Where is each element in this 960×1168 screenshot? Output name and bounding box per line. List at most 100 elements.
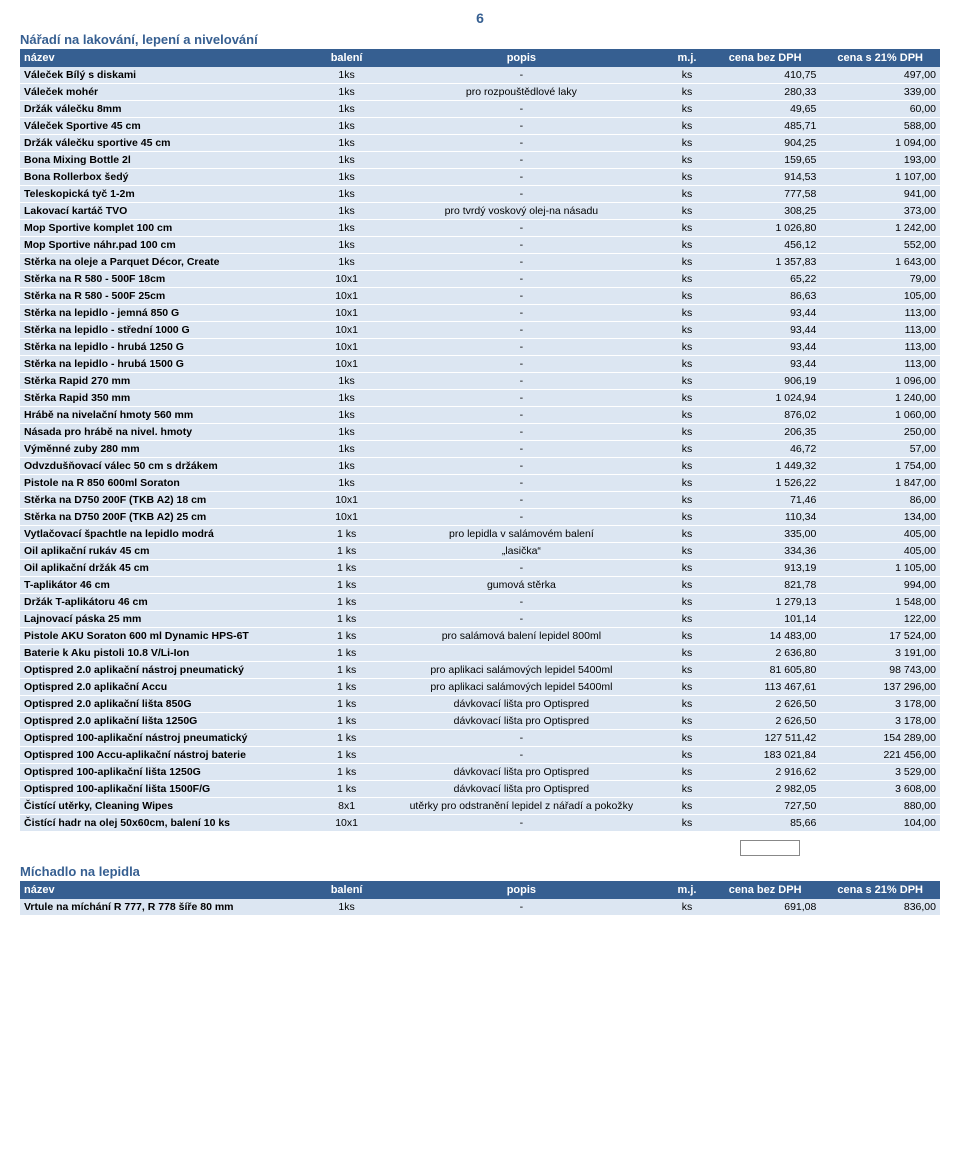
cell-price2: 137 296,00	[820, 679, 940, 696]
section1-title: Nářadí na lakování, lepení a nivelování	[20, 32, 940, 47]
cell-mj: ks	[664, 339, 710, 356]
table-row: Baterie k Aku pistoli 10.8 V/Li-Ion1 ksk…	[20, 645, 940, 662]
cell-name: Stěrka Rapid 350 mm	[20, 390, 314, 407]
cell-bal: 1ks	[314, 475, 378, 492]
cell-price1: 93,44	[710, 339, 820, 356]
th-bal: balení	[314, 49, 378, 67]
cell-price1: 14 483,00	[710, 628, 820, 645]
page-number: 6	[20, 10, 940, 26]
cell-pop: -	[379, 815, 664, 832]
cell-pop: pro aplikaci salámových lepidel 5400ml	[379, 662, 664, 679]
cell-mj: ks	[664, 203, 710, 220]
cell-pop: -	[379, 424, 664, 441]
cell-pop: pro aplikaci salámových lepidel 5400ml	[379, 679, 664, 696]
table-row: Stěrka Rapid 270 mm1ks-ks906,191 096,00	[20, 373, 940, 390]
cell-name: Bona Rollerbox šedý	[20, 169, 314, 186]
cell-mj: ks	[664, 458, 710, 475]
cell-mj: ks	[664, 475, 710, 492]
cell-price1: 2 636,80	[710, 645, 820, 662]
cell-pop: pro salámová balení lepidel 800ml	[379, 628, 664, 645]
cell-mj: ks	[664, 543, 710, 560]
cell-price2: 1 096,00	[820, 373, 940, 390]
cell-name: Teleskopická tyč 1-2m	[20, 186, 314, 203]
table-row: Optispred 2.0 aplikační lišta 1250G1 ksd…	[20, 713, 940, 730]
cell-bal: 1ks	[314, 169, 378, 186]
table-row: Výměnné zuby 280 mm1ks-ks46,7257,00	[20, 441, 940, 458]
cell-name: Vytlačovací špachtle na lepidlo modrá	[20, 526, 314, 543]
cell-mj: ks	[664, 186, 710, 203]
th-p2: cena s 21% DPH	[820, 881, 940, 899]
cell-pop: -	[379, 475, 664, 492]
cell-mj: ks	[664, 373, 710, 390]
table-row: Lajnovací páska 25 mm1 ks-ks101,14122,00	[20, 611, 940, 628]
cell-pop: -	[379, 220, 664, 237]
cell-price2: 405,00	[820, 526, 940, 543]
cell-bal: 10x1	[314, 356, 378, 373]
cell-name: Bona Mixing Bottle 2l	[20, 152, 314, 169]
cell-bal: 10x1	[314, 815, 378, 832]
table-row: Stěrka na lepidlo - hrubá 1250 G10x1-ks9…	[20, 339, 940, 356]
cell-mj: ks	[664, 526, 710, 543]
cell-bal: 1 ks	[314, 543, 378, 560]
cell-mj: ks	[664, 118, 710, 135]
cell-pop	[379, 645, 664, 662]
cell-price2: 552,00	[820, 237, 940, 254]
cell-name: Stěrka na lepidlo - hrubá 1250 G	[20, 339, 314, 356]
table-row: Pistole AKU Soraton 600 ml Dynamic HPS-6…	[20, 628, 940, 645]
cell-price2: 17 524,00	[820, 628, 940, 645]
cell-pop: -	[379, 118, 664, 135]
cell-price1: 113 467,61	[710, 679, 820, 696]
cell-price2: 1 094,00	[820, 135, 940, 152]
table-row: Stěrka na D750 200F (TKB A2) 18 cm10x1-k…	[20, 492, 940, 509]
cell-pop: -	[379, 594, 664, 611]
cell-pop: -	[379, 254, 664, 271]
cell-price2: 250,00	[820, 424, 940, 441]
table-row: Váleček Bílý s diskami1ks-ks410,75497,00	[20, 67, 940, 84]
table-row: Mop Sportive komplet 100 cm1ks-ks1 026,8…	[20, 220, 940, 237]
cell-price2: 134,00	[820, 509, 940, 526]
cell-name: Pistole AKU Soraton 600 ml Dynamic HPS-6…	[20, 628, 314, 645]
cell-price2: 405,00	[820, 543, 940, 560]
cell-price1: 85,66	[710, 815, 820, 832]
cell-price2: 60,00	[820, 101, 940, 118]
cell-price2: 373,00	[820, 203, 940, 220]
cell-pop: dávkovací lišta pro Optispred	[379, 781, 664, 798]
cell-price2: 57,00	[820, 441, 940, 458]
cell-pop: -	[379, 186, 664, 203]
cell-pop: -	[379, 67, 664, 84]
cell-price1: 110,34	[710, 509, 820, 526]
cell-name: Oil aplikační držák 45 cm	[20, 560, 314, 577]
cell-bal: 1 ks	[314, 713, 378, 730]
cell-name: Pistole na R 850 600ml Soraton	[20, 475, 314, 492]
section2-title: Míchadlo na lepidla	[20, 864, 940, 879]
cell-mj: ks	[664, 560, 710, 577]
cell-bal: 1 ks	[314, 781, 378, 798]
cell-pop: -	[379, 492, 664, 509]
cell-bal: 10x1	[314, 509, 378, 526]
cell-bal: 1ks	[314, 254, 378, 271]
table-row: Optispred 2.0 aplikační lišta 850G1 ksdá…	[20, 696, 940, 713]
table-row: Bona Mixing Bottle 2l1ks-ks159,65193,00	[20, 152, 940, 169]
cell-mj: ks	[664, 407, 710, 424]
cell-bal: 1ks	[314, 101, 378, 118]
table-row: Čistící utěrky, Cleaning Wipes8x1utěrky …	[20, 798, 940, 815]
cell-price2: 1 240,00	[820, 390, 940, 407]
cell-price2: 3 608,00	[820, 781, 940, 798]
cell-pop: dávkovací lišta pro Optispred	[379, 713, 664, 730]
cell-pop: -	[379, 747, 664, 764]
cell-price1: 727,50	[710, 798, 820, 815]
cell-price1: 2 982,05	[710, 781, 820, 798]
cell-name: Optispred 100-aplikační nástroj pneumati…	[20, 730, 314, 747]
cell-name: Optispred 100-aplikační lišta 1500F/G	[20, 781, 314, 798]
cell-price1: 101,14	[710, 611, 820, 628]
cell-price1: 334,36	[710, 543, 820, 560]
cell-name: Stěrka na lepidlo - střední 1000 G	[20, 322, 314, 339]
th-p2: cena s 21% DPH	[820, 49, 940, 67]
cell-name: Stěrka Rapid 270 mm	[20, 373, 314, 390]
cell-name: Váleček mohér	[20, 84, 314, 101]
table-row: Čistící hadr na olej 50x60cm, balení 10 …	[20, 815, 940, 832]
table-row: Vytlačovací špachtle na lepidlo modrá1 k…	[20, 526, 940, 543]
table-row: Optispred 2.0 aplikační Accu1 kspro apli…	[20, 679, 940, 696]
cell-price1: 65,22	[710, 271, 820, 288]
cell-price1: 127 511,42	[710, 730, 820, 747]
